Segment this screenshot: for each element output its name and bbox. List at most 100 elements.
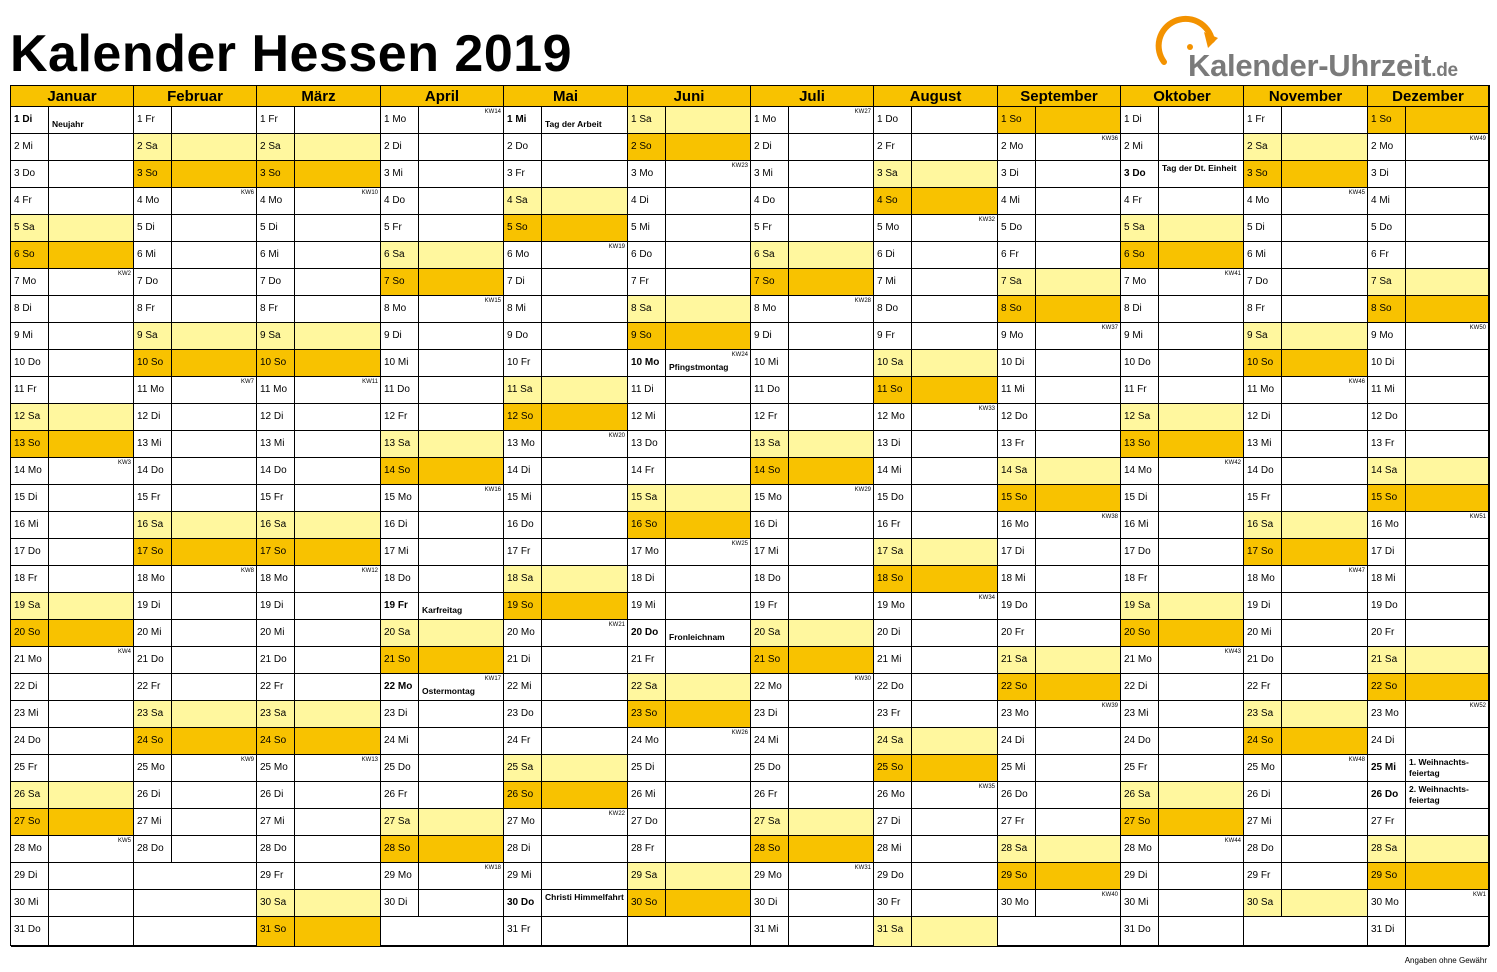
day-label: 8 Mo bbox=[751, 296, 789, 322]
day-cell: 11 Sa bbox=[504, 377, 628, 404]
day-cell: 11 Mi bbox=[998, 377, 1121, 404]
day-cell: 22 Fr bbox=[1244, 674, 1368, 701]
week-number: KW27 bbox=[854, 109, 871, 115]
day-cell: 15 Di bbox=[1121, 485, 1244, 512]
day-cell: 1 Fr bbox=[1244, 107, 1368, 134]
day-label: 25 Mo bbox=[134, 755, 172, 781]
day-cell: 2 Do bbox=[504, 134, 628, 161]
day-cell: 3 Sa bbox=[874, 161, 998, 188]
day-cell: 12 Sa bbox=[1121, 404, 1244, 431]
day-cell: 9 Do bbox=[504, 323, 628, 350]
day-label: 6 So bbox=[11, 242, 49, 268]
day-label: 25 Do bbox=[381, 755, 419, 781]
day-label: 30 Mi bbox=[11, 890, 49, 916]
day-cell: 30 Sa bbox=[1244, 890, 1368, 917]
day-cell: 20 Mi bbox=[1244, 620, 1368, 647]
day-cell: 5 Mo KW32 bbox=[874, 215, 998, 242]
day-cell: 29 Sa bbox=[628, 863, 751, 890]
day-cell: 16 Sa bbox=[1244, 512, 1368, 539]
day-label: 9 Do bbox=[504, 323, 542, 349]
day-cell: 27 Sa bbox=[381, 809, 504, 836]
day-label: 11 Mi bbox=[1368, 377, 1406, 403]
day-cell: 2 Mo KW36 bbox=[998, 134, 1121, 161]
day-label: 19 Do bbox=[998, 593, 1036, 619]
day-label: 29 Di bbox=[1121, 863, 1159, 889]
week-number: KW36 bbox=[1101, 136, 1118, 142]
day-cell: 18 Do bbox=[381, 566, 504, 593]
day-label: 9 So bbox=[628, 323, 666, 349]
week-number: KW40 bbox=[1101, 892, 1118, 898]
day-label: 6 Mi bbox=[134, 242, 172, 268]
day-label: 26 Di bbox=[1244, 782, 1282, 808]
day-cell: 6 Di bbox=[874, 242, 998, 269]
day-label: 18 Do bbox=[751, 566, 789, 592]
day-label: 15 Sa bbox=[628, 485, 666, 511]
day-cell: 8 Mo KW15 bbox=[381, 296, 504, 323]
day-cell: 5 Fr bbox=[381, 215, 504, 242]
logo[interactable]: Kalender-Uhrzeit.de bbox=[1152, 10, 1492, 84]
day-cell: 25 Mi bbox=[998, 755, 1121, 782]
day-cell: 13 Sa bbox=[751, 431, 874, 458]
day-cell: 2 So bbox=[628, 134, 751, 161]
day-label: 19 Do bbox=[1368, 593, 1406, 619]
day-cell: 26 Do 2. Weihnachts- feiertag bbox=[1368, 782, 1489, 809]
day-cell: 26 Di bbox=[134, 782, 257, 809]
day-label: 22 Di bbox=[11, 674, 49, 700]
day-label: 13 Sa bbox=[381, 431, 419, 457]
week-number: KW44 bbox=[1224, 838, 1241, 844]
day-label: 27 Sa bbox=[751, 809, 789, 835]
day-cell: 18 Mo KW8 bbox=[134, 566, 257, 593]
day-label: 15 So bbox=[998, 485, 1036, 511]
day-cell: 12 Di bbox=[134, 404, 257, 431]
day-cell: 11 Fr bbox=[1121, 377, 1244, 404]
day-cell: 25 Do bbox=[751, 755, 874, 782]
week-number: KW39 bbox=[1101, 703, 1118, 709]
day-cell: 25 Di bbox=[628, 755, 751, 782]
day-label: 28 Do bbox=[1244, 836, 1282, 862]
day-label: 1 So bbox=[998, 107, 1036, 133]
day-label: 29 Fr bbox=[1244, 863, 1282, 889]
day-cell: 26 Sa bbox=[1121, 782, 1244, 809]
day-cell: 4 Fr bbox=[1121, 188, 1244, 215]
day-cell: 25 Mo KW13 bbox=[257, 755, 381, 782]
day-cell: 29 So bbox=[1368, 863, 1489, 890]
day-label: 31 Do bbox=[11, 917, 49, 946]
day-label: 3 Do bbox=[1121, 161, 1159, 187]
day-label: 21 Mo bbox=[1121, 647, 1159, 673]
day-cell: 14 So bbox=[751, 458, 874, 485]
day-cell: 13 Sa bbox=[381, 431, 504, 458]
day-label: 13 Mi bbox=[1244, 431, 1282, 457]
day-label: 29 So bbox=[998, 863, 1036, 889]
day-label: 22 Do bbox=[874, 674, 912, 700]
day-cell: 24 Sa bbox=[874, 728, 998, 755]
week-number: KW1 bbox=[1472, 892, 1486, 898]
day-label: 11 Do bbox=[751, 377, 789, 403]
day-label: 28 Di bbox=[504, 836, 542, 862]
day-label: 7 Mi bbox=[874, 269, 912, 295]
day-cell bbox=[998, 917, 1121, 947]
day-cell: 14 Do bbox=[257, 458, 381, 485]
day-label: 17 Sa bbox=[874, 539, 912, 565]
day-cell: 24 Di bbox=[1368, 728, 1489, 755]
day-label: 10 So bbox=[1244, 350, 1282, 376]
day-cell: 14 Mo KW42 bbox=[1121, 458, 1244, 485]
day-label: 5 Sa bbox=[11, 215, 49, 241]
day-label: 12 Di bbox=[1244, 404, 1282, 430]
day-label: 12 Di bbox=[257, 404, 295, 430]
day-cell: 3 Di bbox=[1368, 161, 1489, 188]
day-label: 9 Mo bbox=[1368, 323, 1406, 349]
day-label: 16 Di bbox=[751, 512, 789, 538]
day-label: 15 Di bbox=[1121, 485, 1159, 511]
day-label: 1 Di bbox=[1121, 107, 1159, 133]
holiday-label: 1. Weihnachts- feiertag bbox=[1409, 757, 1469, 778]
day-label: 23 Sa bbox=[1244, 701, 1282, 727]
holiday-label: Ostermontag bbox=[422, 686, 475, 696]
day-label: 11 Do bbox=[381, 377, 419, 403]
day-cell: 26 Mo KW35 bbox=[874, 782, 998, 809]
day-cell: 27 Mo KW22 bbox=[504, 809, 628, 836]
day-label: 16 Sa bbox=[134, 512, 172, 538]
day-label: 1 Fr bbox=[134, 107, 172, 133]
month-header: November bbox=[1244, 86, 1368, 107]
day-cell: 1 Sa bbox=[628, 107, 751, 134]
week-number: KW28 bbox=[854, 298, 871, 304]
